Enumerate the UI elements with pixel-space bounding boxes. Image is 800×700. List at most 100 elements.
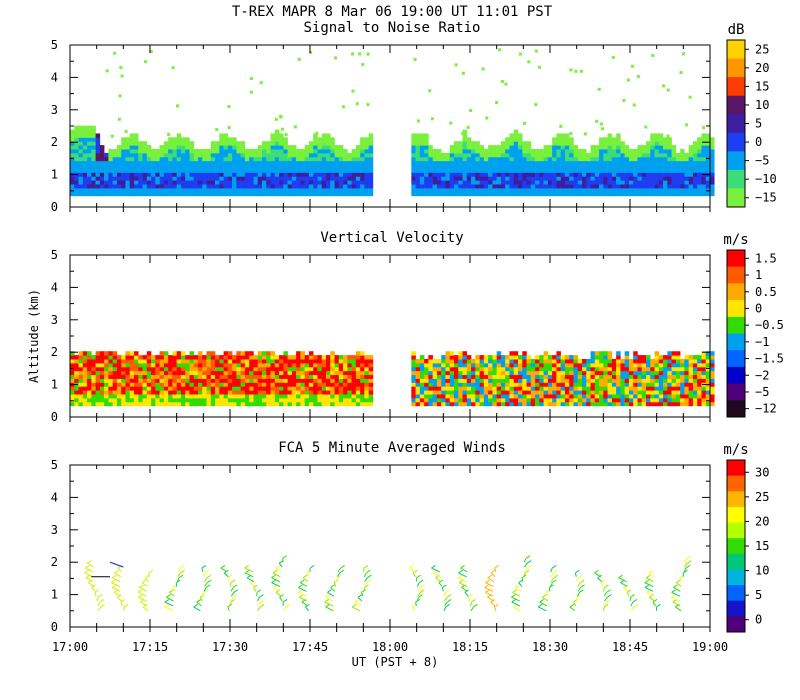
colorbar-swatch bbox=[727, 383, 745, 401]
colorbar-swatch bbox=[727, 132, 745, 152]
wind-profile bbox=[618, 574, 639, 612]
colorbar-swatch bbox=[727, 77, 745, 97]
xtick-label: 18:45 bbox=[612, 640, 648, 654]
colorbar-swatch bbox=[727, 283, 745, 301]
colorbar-label: 10 bbox=[755, 564, 769, 578]
colorbar-swatch bbox=[727, 151, 745, 171]
ytick-label: 4 bbox=[51, 280, 58, 294]
xtick-label: 19:00 bbox=[692, 640, 728, 654]
colorbar-label: −12 bbox=[755, 402, 777, 416]
figure-title: T-REX MAPR 8 Mar 06 19:00 UT 11:01 PST bbox=[232, 4, 553, 20]
x-axis-label: UT (PST + 8) bbox=[352, 655, 439, 669]
colorbar-label: 10 bbox=[755, 98, 769, 112]
wind-profile bbox=[671, 555, 692, 612]
wind-profile bbox=[644, 569, 661, 611]
colorbar-swatch bbox=[727, 188, 745, 208]
colorbar-label: 15 bbox=[755, 79, 769, 93]
wind-profile bbox=[537, 565, 559, 612]
colorbar-label: 30 bbox=[755, 465, 769, 479]
ytick-label: 5 bbox=[51, 458, 58, 472]
ytick-label: 0 bbox=[51, 410, 58, 424]
colorbar-unit: m/s bbox=[723, 232, 748, 248]
colorbar-swatch bbox=[727, 114, 745, 134]
ytick-label: 2 bbox=[51, 555, 58, 569]
colorbar-label: 20 bbox=[755, 61, 769, 75]
colorbar-label: 0 bbox=[755, 135, 762, 149]
colorbar-swatch bbox=[727, 58, 745, 78]
colorbar-label: −1.5 bbox=[755, 352, 784, 366]
y-axis-label: Altitude (km) bbox=[27, 289, 41, 383]
ytick-label: 1 bbox=[51, 378, 58, 392]
ytick-label: 3 bbox=[51, 523, 58, 537]
wind-profile bbox=[111, 565, 129, 611]
colorbar-label: 25 bbox=[755, 490, 769, 504]
panel-snr-0: Signal to Noise Ratio 0 1 2 3 4 5 25 20 15 10 5 0 −5 −… bbox=[51, 20, 777, 214]
colorbar-swatch bbox=[727, 366, 745, 385]
colorbar: 25 20 15 10 5 0 −5 −10 −15 dB bbox=[726, 22, 777, 208]
wind-profile bbox=[271, 555, 290, 611]
wind-profile bbox=[409, 565, 425, 612]
colorbar-swatch bbox=[727, 333, 745, 351]
colorbar-label: 0.5 bbox=[755, 285, 777, 299]
wind-profile bbox=[511, 555, 532, 612]
colorbar-swatch bbox=[727, 538, 745, 555]
colorbar-swatch bbox=[727, 250, 745, 268]
wind-barb-blue bbox=[109, 561, 124, 568]
colorbar-unit: m/s bbox=[723, 442, 748, 458]
wind-profile bbox=[164, 565, 185, 612]
colorbar-label: −5 bbox=[755, 154, 769, 168]
panel-winds: FCA 5 Minute Averaged Winds 0 1 2 3 4 5 17:00 17… bbox=[51, 440, 770, 669]
colorbar-label: 20 bbox=[755, 514, 769, 528]
colorbar-swatch bbox=[727, 95, 745, 115]
colorbar-label: −0.5 bbox=[755, 318, 784, 332]
colorbar-swatch bbox=[727, 506, 745, 524]
colorbar-swatch bbox=[727, 522, 745, 539]
xtick-label: 18:30 bbox=[532, 640, 568, 654]
ytick-label: 5 bbox=[51, 248, 58, 262]
wind-profile bbox=[244, 565, 265, 612]
colorbar-swatch bbox=[727, 585, 745, 602]
ytick-label: 5 bbox=[51, 38, 58, 52]
xtick-label: 18:15 bbox=[452, 640, 488, 654]
ytick-label: 1 bbox=[51, 168, 58, 182]
wind-profile bbox=[352, 565, 372, 612]
wind-profile bbox=[457, 565, 478, 612]
xtick-label: 18:00 bbox=[372, 640, 408, 654]
colorbar: 1.5 1 0.5 0 −0.5 −1 −1.5 −2 −5 −12 m/s bbox=[723, 232, 784, 418]
xtick-label: 17:30 bbox=[212, 640, 248, 654]
colorbar-label: −5 bbox=[755, 385, 769, 399]
colorbar-swatch bbox=[727, 266, 745, 284]
ytick-label: 2 bbox=[51, 135, 58, 149]
colorbar-swatch bbox=[727, 460, 745, 477]
wind-profile bbox=[137, 569, 154, 612]
wind-profile bbox=[193, 565, 212, 612]
colorbar-swatch bbox=[727, 475, 745, 492]
ytick-label: 4 bbox=[51, 490, 58, 504]
ytick-label: 1 bbox=[51, 588, 58, 602]
colorbar-label: 5 bbox=[755, 588, 762, 602]
colorbar-swatch bbox=[727, 569, 745, 586]
colorbar-label: 15 bbox=[755, 539, 769, 553]
panel-title: FCA 5 Minute Averaged Winds bbox=[278, 440, 506, 456]
colorbar-swatch bbox=[727, 400, 745, 418]
ytick-label: 4 bbox=[51, 70, 58, 84]
colorbar-swatch bbox=[727, 316, 745, 334]
panel-title: Vertical Velocity bbox=[320, 230, 463, 246]
wind-profile bbox=[569, 569, 585, 612]
wind-profile bbox=[220, 565, 239, 611]
colorbar-swatch bbox=[727, 600, 745, 617]
colorbar-swatch bbox=[727, 169, 745, 189]
colorbar-label: 1 bbox=[755, 268, 762, 282]
panel-title: Signal to Noise Ratio bbox=[303, 20, 480, 36]
xtick-label: 17:00 bbox=[52, 640, 88, 654]
wind-profile bbox=[594, 569, 612, 611]
colorbar-frame bbox=[726, 249, 746, 418]
ytick-label: 3 bbox=[51, 313, 58, 327]
wind-profile bbox=[324, 565, 345, 612]
wind-profile bbox=[431, 565, 452, 612]
colorbar-label: 5 bbox=[755, 117, 762, 131]
colorbar-label: 25 bbox=[755, 42, 769, 56]
colorbar-swatch bbox=[727, 350, 745, 368]
